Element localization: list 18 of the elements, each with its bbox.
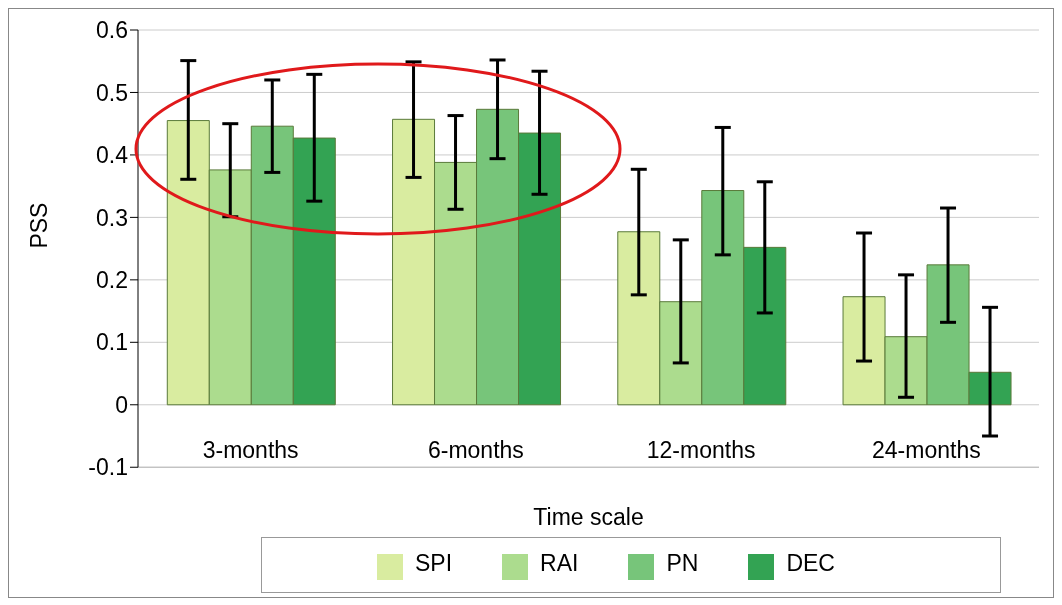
x-tick-label: 24-months xyxy=(872,436,981,463)
y-axis-title: PSS xyxy=(26,202,53,249)
x-tick-label: 6-months xyxy=(427,436,524,463)
y-tick-label: 0.4 xyxy=(96,142,129,169)
x-axis-title: Time scale xyxy=(533,504,644,531)
legend-label: DEC xyxy=(786,550,835,577)
x-tick-label: 3-months xyxy=(202,436,299,463)
legend-label: SPI xyxy=(415,550,453,577)
legend-label: RAI xyxy=(540,550,579,577)
y-tick-label: 0.6 xyxy=(96,17,128,44)
legend-label: PN xyxy=(666,550,699,577)
y-tick-label: 0.5 xyxy=(96,79,128,106)
y-tick-label: 0.2 xyxy=(96,267,128,294)
y-tick-label: -0.1 xyxy=(88,454,128,481)
y-tick-label: 0 xyxy=(115,391,128,418)
y-tick-label: 0.3 xyxy=(96,204,128,231)
x-tick-label: 12-months xyxy=(646,436,756,463)
y-tick-label: 0.1 xyxy=(96,329,128,356)
